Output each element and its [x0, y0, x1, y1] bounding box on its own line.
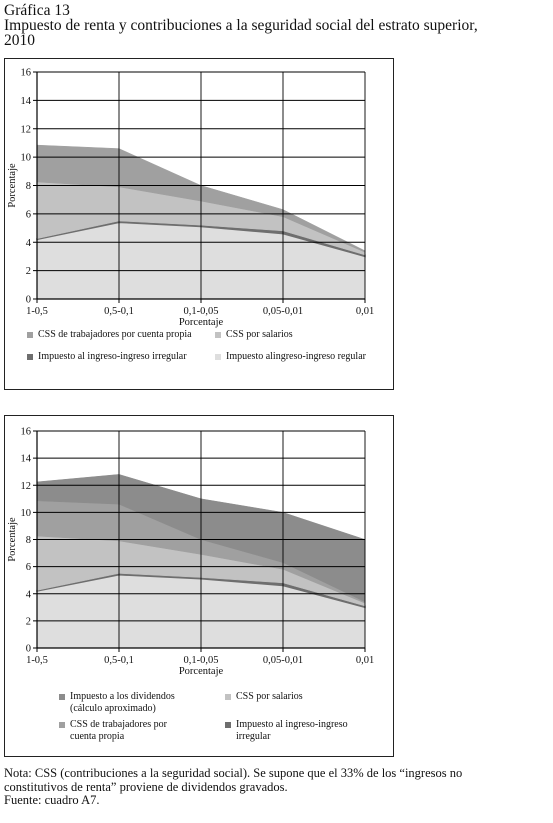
- chart-panel-1: 0 2 4 6 8 10 12 14 16 1-0,5 0,5-0,1 0,1-0,05 0,05-0,…: [4, 58, 394, 390]
- legend-label: Impuesto al ingreso-ingreso irregular: [236, 719, 348, 743]
- y-tick-label: 4: [26, 238, 32, 249]
- y-tick-label: 8: [26, 535, 31, 546]
- y-tick-label: 4: [26, 589, 32, 600]
- legend-label: CSS de trabajadores por cuenta propia: [38, 329, 192, 341]
- x-tick-label: 1-0,5: [26, 306, 48, 317]
- legend-swatch-regular: [215, 354, 221, 360]
- legend-item-irregular: Impuesto al ingreso-ingreso irregular: [225, 719, 348, 743]
- y-axis-label: Porcentaje: [7, 517, 18, 562]
- legend-label-line: Impuesto al ingreso-ingreso irregular: [38, 351, 187, 362]
- y-tick-label: 0: [26, 295, 31, 306]
- x-axis-label: Porcentaje: [179, 317, 224, 328]
- legend-label: Impuesto alingreso-ingreso regular: [226, 351, 366, 363]
- y-tick-label: 6: [26, 209, 31, 220]
- legend-label-line: Impuesto a los dividendos: [70, 691, 175, 702]
- legend-label: Impuesto a los dividendos (cálculo aproxi…: [70, 691, 175, 715]
- stacked-area-chart-2: 0 2 4 6 8 10 12 14 16 1-0,5 0,5-0,1 0,1-0,05 0,05-0,…: [7, 427, 374, 678]
- legend-item-cuenta_propia: CSS de trabajadores por cuenta propia: [59, 719, 167, 743]
- legend-label: Impuesto al ingreso-ingreso irregular: [38, 351, 187, 363]
- y-axis-label: Porcentaje: [7, 163, 18, 208]
- y-tick-label: 10: [21, 153, 32, 164]
- chart-panel-2: 0 2 4 6 8 10 12 14 16 1-0,5 0,5-0,1 0,1-0,05 0,05-0,…: [4, 415, 394, 757]
- x-tick-label: 0,01: [356, 655, 374, 666]
- legend-swatch-salarios: [215, 332, 221, 338]
- y-tick-label: 12: [21, 124, 32, 135]
- legend-label: CSS por salarios: [236, 691, 303, 703]
- stacked-area-chart-1: 0 2 4 6 8 10 12 14 16 1-0,5 0,5-0,1 0,1-0,05 0,05-0,…: [7, 68, 374, 329]
- legend-swatch-cuenta_propia: [59, 722, 65, 728]
- legend-label-line: Impuesto alingreso-ingreso regular: [226, 351, 366, 362]
- legend-label-line: CSS de trabajadores por: [70, 719, 167, 730]
- legend-swatch-irregular: [27, 354, 33, 360]
- legend-label: CSS por salarios: [226, 329, 293, 341]
- x-tick-label: 0,1-0,05: [184, 655, 219, 666]
- x-tick-label: 0,05-0,01: [263, 306, 303, 317]
- legend-swatch-dividendos: [59, 694, 65, 700]
- legend-item-dividendos: Impuesto a los dividendos (cálculo aproxi…: [59, 691, 175, 715]
- legend-label-line: (cálculo aproximado): [70, 703, 156, 714]
- legend-label-line: CSS por salarios: [226, 329, 293, 340]
- legend-label-line: CSS por salarios: [236, 691, 303, 702]
- note-line-2: constitutivos de renta” proviene de divi…: [4, 779, 288, 794]
- y-tick-label: 12: [21, 481, 32, 492]
- note-line-1: Nota: CSS (contribuciones a la seguridad…: [4, 766, 463, 780]
- y-tick-label: 14: [21, 454, 32, 465]
- x-tick-label: 0,5-0,1: [104, 655, 134, 666]
- y-tick-label: 2: [26, 266, 31, 277]
- legend-item-regular: Impuesto alingreso-ingreso regular: [215, 351, 366, 363]
- legend-label-line: CSS de trabajadores por cuenta propia: [38, 329, 192, 340]
- legend-item-irregular: Impuesto al ingreso-ingreso irregular: [27, 351, 187, 363]
- figure-number: Gráfica 13: [4, 2, 70, 19]
- y-tick-label: 16: [21, 68, 32, 79]
- y-tick-label: 6: [26, 562, 31, 573]
- legend-swatch-cuenta_propia: [27, 332, 33, 338]
- legend-label-line: cuenta propia: [70, 731, 125, 742]
- y-tick-label: 10: [21, 508, 32, 519]
- legend-item-cuenta_propia: CSS de trabajadores por cuenta propia: [27, 329, 192, 341]
- source-line: Fuente: cuadro A7.: [4, 793, 100, 807]
- x-tick-label: 0,01: [356, 306, 374, 317]
- y-tick-label: 8: [26, 181, 31, 192]
- figure-title: Impuesto de renta y contribuciones a la …: [4, 17, 478, 34]
- x-tick-label: 0,1-0,05: [184, 306, 219, 317]
- figure-title-year: 2010: [4, 32, 35, 49]
- legend-swatch-salarios: [225, 694, 231, 700]
- legend-swatch-irregular: [225, 722, 231, 728]
- figure-header: Gráfica 13 Impuesto de renta y contribuc…: [4, 2, 549, 49]
- legend-label-line: Impuesto al ingreso-ingreso: [236, 719, 348, 730]
- y-tick-label: 2: [26, 616, 31, 627]
- y-tick-label: 16: [21, 427, 32, 438]
- y-tick-label: 14: [21, 96, 32, 107]
- legend-item-salarios: CSS por salarios: [215, 329, 293, 341]
- x-tick-label: 0,5-0,1: [104, 306, 134, 317]
- x-tick-label: 0,05-0,01: [263, 655, 303, 666]
- y-tick-label: 0: [26, 644, 31, 655]
- x-axis-label: Porcentaje: [179, 666, 224, 677]
- legend-item-salarios: CSS por salarios: [225, 691, 303, 703]
- legend-label-line: irregular: [236, 731, 271, 742]
- legend-label: CSS de trabajadores por cuenta propia: [70, 719, 167, 743]
- figure-note: Nota: CSS (contribuciones a la seguridad…: [4, 766, 549, 808]
- x-tick-label: 1-0,5: [26, 655, 48, 666]
